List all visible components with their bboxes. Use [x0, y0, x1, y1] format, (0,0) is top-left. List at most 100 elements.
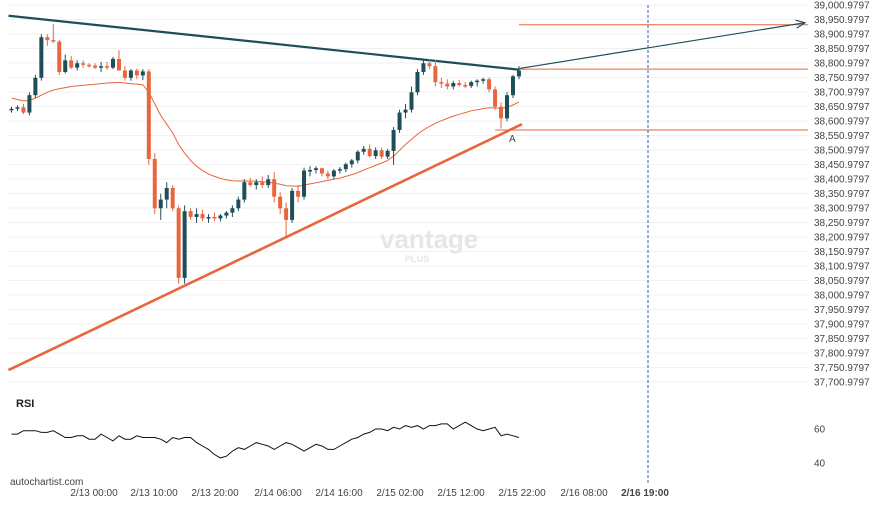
candle-body [194, 214, 199, 217]
candle [325, 170, 330, 180]
candle [69, 56, 74, 70]
candle [63, 54, 68, 74]
candle-body [397, 112, 402, 130]
y-tick-label: 37,900.9797 [814, 320, 870, 331]
candle-body [218, 215, 223, 219]
candle [355, 150, 360, 164]
candle-body [445, 83, 450, 87]
candle [337, 167, 342, 174]
candle-body [331, 170, 336, 177]
candle-body [415, 71, 420, 93]
candle [349, 158, 354, 168]
candle-body [499, 106, 504, 119]
candle-body [308, 170, 312, 172]
candle-body [45, 37, 50, 41]
candle [415, 69, 420, 96]
candle-body [9, 108, 14, 111]
watermark-text: vantage [380, 224, 478, 254]
candle [134, 68, 139, 80]
candle [433, 59, 438, 87]
rsi-line [11, 421, 520, 459]
candle [146, 69, 151, 165]
candle [475, 79, 480, 87]
candle-body [421, 63, 426, 72]
candle-body [319, 168, 324, 174]
candle-body [51, 40, 56, 42]
candle-body [475, 80, 480, 83]
candle-body [81, 63, 86, 65]
candle-body [313, 168, 318, 171]
candle [361, 145, 366, 155]
candle [99, 61, 104, 72]
candle-body [373, 150, 378, 157]
candle-body [200, 214, 205, 219]
candle [105, 61, 110, 70]
candle-body [516, 70, 521, 77]
candle-body [33, 77, 38, 96]
candle-body [391, 129, 396, 151]
candle-body [427, 63, 432, 67]
trendlines [7, 14, 523, 372]
candle-body [493, 89, 498, 107]
candle [212, 212, 217, 222]
y-tick-label: 38,750.9797 [814, 73, 870, 84]
candle-body [146, 71, 151, 159]
candle-body [122, 70, 127, 78]
candle [194, 208, 199, 223]
candle [236, 196, 241, 212]
y-tick-label: 37,700.9797 [814, 378, 870, 389]
candle [110, 56, 115, 70]
y-tick-label: 38,500.9797 [814, 146, 870, 157]
candle [182, 205, 187, 284]
candle-body [206, 216, 211, 219]
candle-body [128, 70, 133, 78]
candle [75, 60, 80, 71]
candle [9, 106, 14, 113]
candle-body [355, 151, 360, 161]
rsi-tick-label: 40 [814, 459, 826, 470]
candle [451, 80, 456, 90]
candle-body [302, 170, 307, 197]
candle-body [152, 158, 157, 209]
candle-body [457, 83, 462, 86]
candle [373, 147, 378, 159]
candle [385, 148, 390, 159]
y-tick-label: 38,450.9797 [814, 160, 870, 171]
candle-body [63, 60, 68, 72]
candle [290, 187, 295, 223]
candle [45, 34, 50, 46]
candle-body [451, 83, 456, 87]
rsi-panel: RSI 60 40 [11, 398, 826, 470]
candle [224, 211, 229, 219]
candle [266, 174, 271, 188]
candle [469, 80, 474, 88]
candle [397, 109, 402, 133]
candle [487, 77, 492, 93]
candle-body [87, 64, 92, 67]
candle [51, 24, 56, 43]
candle [379, 147, 384, 159]
y-tick-label: 38,550.9797 [814, 131, 870, 142]
x-tick-label: 2/15 22:00 [498, 488, 546, 499]
candle-body [266, 179, 271, 186]
candle-body [39, 37, 44, 78]
candle-body [110, 58, 115, 68]
candle-body [325, 173, 330, 177]
y-tick-label: 38,900.9797 [814, 30, 870, 41]
candle [439, 77, 444, 88]
candle [367, 144, 372, 158]
candle [33, 74, 38, 99]
candle-body [481, 79, 486, 81]
candle-body [254, 182, 259, 186]
candle [140, 69, 145, 81]
candle-body [379, 150, 384, 157]
y-tick-label: 38,700.9797 [814, 88, 870, 99]
candle-body [15, 107, 20, 109]
candle-body [164, 187, 169, 200]
candle [122, 66, 127, 81]
y-tick-label: 37,750.9797 [814, 363, 870, 374]
candle [391, 127, 396, 165]
candle [15, 105, 20, 112]
